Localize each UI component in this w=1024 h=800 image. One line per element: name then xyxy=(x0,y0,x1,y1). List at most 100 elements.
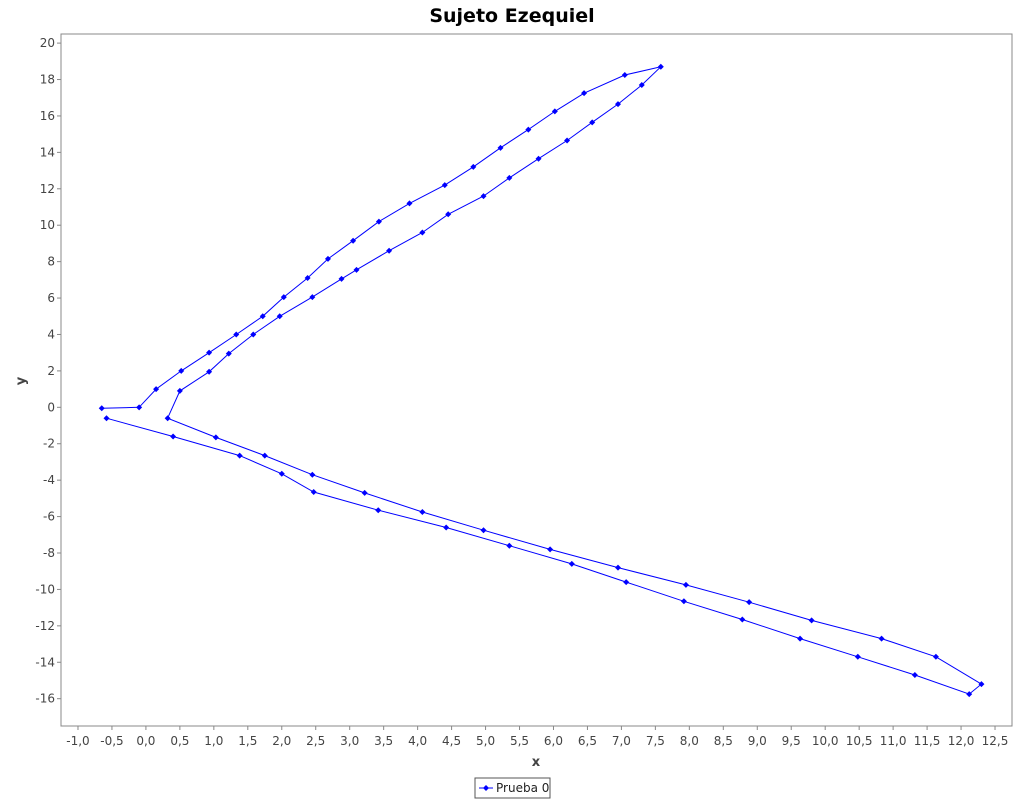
data-point-marker xyxy=(164,415,171,422)
x-tick-label: 7,0 xyxy=(612,734,631,748)
series-line xyxy=(101,65,983,695)
data-point-marker xyxy=(324,255,331,262)
data-point-marker xyxy=(338,275,345,282)
data-point-marker xyxy=(276,313,283,320)
x-tick-label: 6,5 xyxy=(578,734,597,748)
data-point-marker xyxy=(206,349,213,356)
data-point-marker xyxy=(375,218,382,225)
data-point-marker xyxy=(445,211,452,218)
data-point-marker xyxy=(547,546,554,553)
data-point-marker xyxy=(480,527,487,534)
data-point-marker xyxy=(480,193,487,200)
y-tick-label: -8 xyxy=(43,546,55,560)
data-point-marker xyxy=(178,367,185,374)
y-tick-label: 12 xyxy=(40,182,55,196)
data-point-marker xyxy=(419,229,426,236)
x-tick-label: 11,5 xyxy=(914,734,941,748)
data-point-marker xyxy=(98,405,105,412)
data-point-marker xyxy=(136,404,143,411)
x-tick-label: 1,5 xyxy=(238,734,257,748)
chart-title: Sujeto Ezequiel xyxy=(429,5,594,27)
data-point-marker xyxy=(506,542,513,549)
data-point-marker xyxy=(682,581,689,588)
data-point-marker xyxy=(854,653,861,660)
y-tick-label: 8 xyxy=(47,255,55,269)
data-point-marker xyxy=(535,155,542,162)
data-point-marker xyxy=(568,560,575,567)
plot-area xyxy=(60,33,1013,727)
x-tick-label: 3,0 xyxy=(340,734,359,748)
x-tick-label: 12,5 xyxy=(982,734,1009,748)
x-tick-label: 2,0 xyxy=(272,734,291,748)
x-axis-title: x xyxy=(532,755,541,770)
data-point-marker xyxy=(309,471,316,478)
data-point-marker xyxy=(206,368,213,375)
data-point-marker xyxy=(419,509,426,516)
legend-label: Prueba 0 xyxy=(496,781,549,795)
x-axis: -1,0 -0,5 0,0 0,5 1,0 1,5 2,0 2,5 3,0 3,5 4,0 4,5 5,… xyxy=(66,726,1008,748)
y-tick-label: 2 xyxy=(47,364,55,378)
x-tick-label: 8,5 xyxy=(714,734,733,748)
x-tick-label: 4,5 xyxy=(442,734,461,748)
data-point-marker xyxy=(621,71,628,78)
data-point-marker xyxy=(911,672,918,679)
y-tick-label: 6 xyxy=(47,291,55,305)
x-tick-label: 2,5 xyxy=(306,734,325,748)
data-point-marker xyxy=(309,294,316,301)
series-layer xyxy=(98,63,985,698)
data-point-marker xyxy=(361,489,368,496)
y-tick-label: 20 xyxy=(40,36,55,50)
y-tick-label: -16 xyxy=(35,692,55,706)
x-tick-label: 11,0 xyxy=(880,734,907,748)
x-tick-label: 4,0 xyxy=(408,734,427,748)
data-point-marker xyxy=(236,452,243,459)
y-tick-label: -10 xyxy=(35,582,55,596)
x-tick-label: 0,5 xyxy=(170,734,189,748)
x-tick-label: -0,5 xyxy=(100,734,123,748)
y-tick-label: -4 xyxy=(43,473,55,487)
y-tick-label: 18 xyxy=(40,73,55,87)
data-point-marker xyxy=(153,386,160,393)
legend-diamond-icon xyxy=(483,785,489,791)
x-tick-label: 1,0 xyxy=(204,734,223,748)
x-tick-label: 8,0 xyxy=(680,734,699,748)
data-point-marker xyxy=(225,350,232,357)
data-point-marker xyxy=(212,434,219,441)
data-point-marker xyxy=(497,144,504,151)
data-point-marker xyxy=(746,599,753,606)
x-tick-label: 7,5 xyxy=(646,734,665,748)
data-point-marker xyxy=(878,635,885,642)
data-point-marker xyxy=(259,313,266,320)
data-point-marker xyxy=(233,331,240,338)
data-point-marker xyxy=(564,137,571,144)
data-point-marker xyxy=(170,433,177,440)
data-point-marker xyxy=(808,617,815,624)
data-point-marker xyxy=(966,691,973,698)
data-point-marker xyxy=(978,681,985,688)
data-point-marker xyxy=(280,294,287,301)
x-tick-label: 5,0 xyxy=(476,734,495,748)
legend[interactable]: Prueba 0 xyxy=(474,777,551,799)
data-point-marker xyxy=(638,81,645,88)
x-tick-label: 9,5 xyxy=(782,734,801,748)
data-point-marker xyxy=(797,635,804,642)
data-point-marker xyxy=(551,108,558,115)
data-point-marker xyxy=(250,331,257,338)
x-tick-label: 0,0 xyxy=(136,734,155,748)
y-tick-label: -2 xyxy=(43,437,55,451)
data-point-marker xyxy=(932,653,939,660)
y-tick-label: -14 xyxy=(35,655,55,669)
x-tick-label: 10,0 xyxy=(812,734,839,748)
data-point-marker xyxy=(657,63,664,70)
data-point-marker xyxy=(615,101,622,108)
legend-box xyxy=(474,777,551,799)
data-point-marker xyxy=(103,415,110,422)
x-tick-label: 6,0 xyxy=(544,734,563,748)
y-tick-label: -6 xyxy=(43,510,55,524)
data-point-marker xyxy=(581,90,588,97)
data-point-marker xyxy=(739,616,746,623)
data-point-marker xyxy=(680,598,687,605)
data-point-marker xyxy=(350,237,357,244)
